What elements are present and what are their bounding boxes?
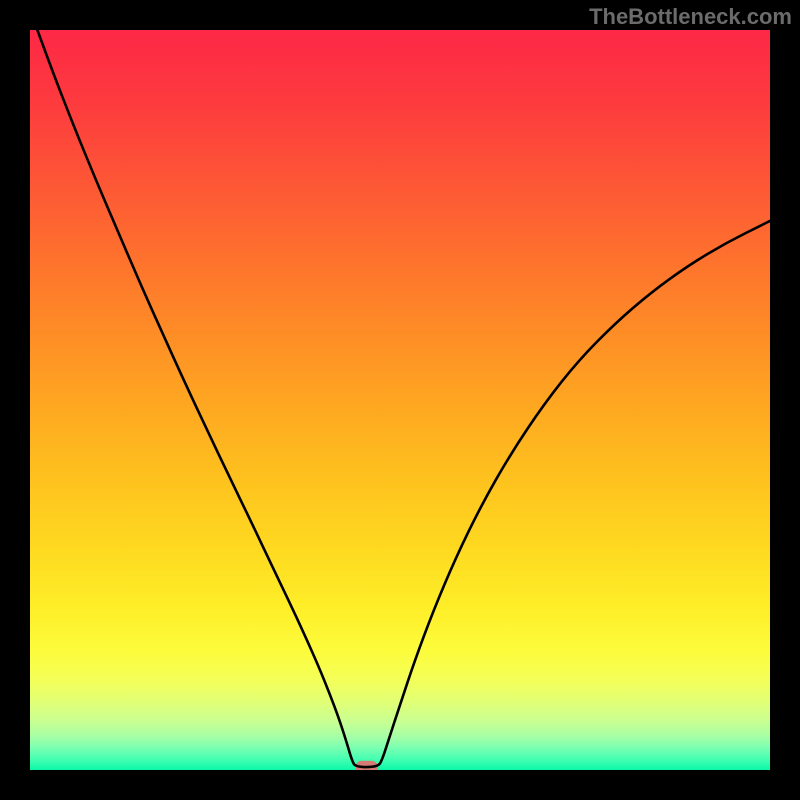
bottleneck-chart [0,0,800,800]
watermark-text: TheBottleneck.com [589,4,792,30]
gradient-background [30,30,770,770]
